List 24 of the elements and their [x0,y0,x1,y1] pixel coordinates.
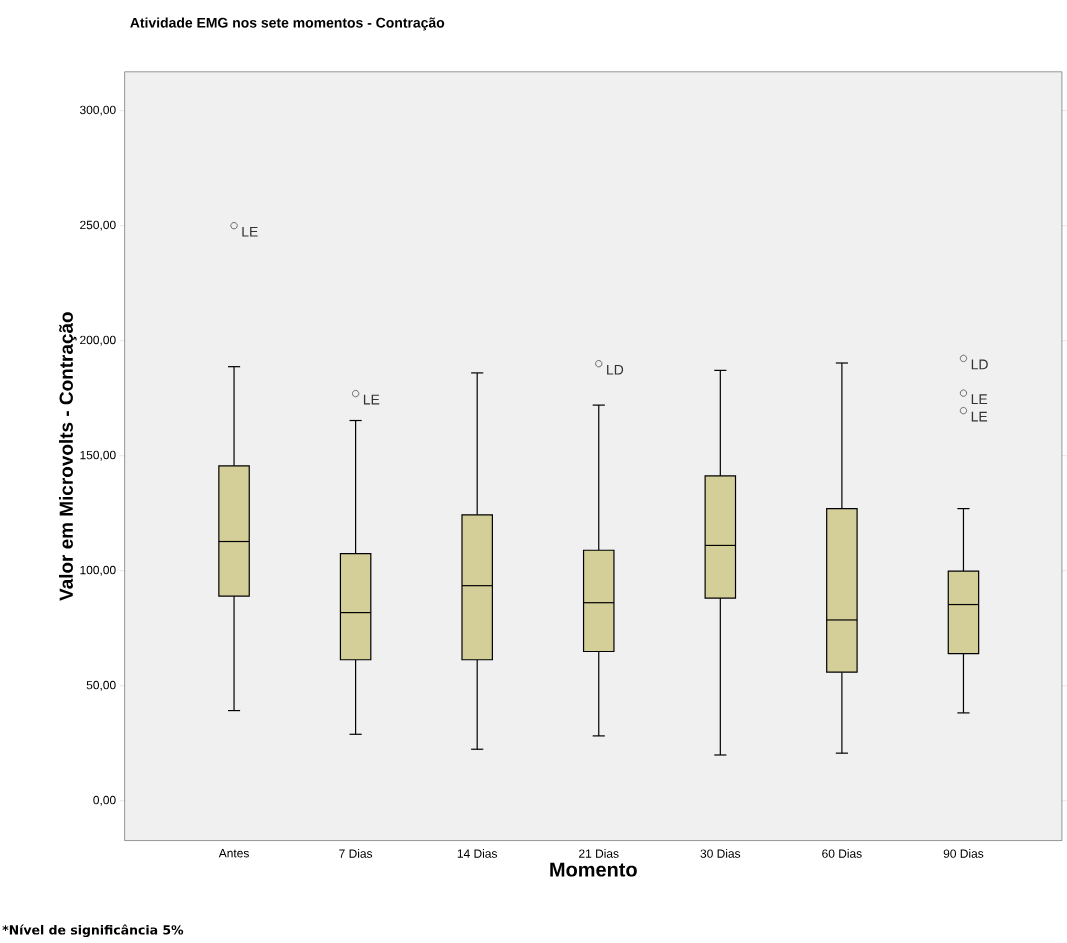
x-axis-title: Momento [550,862,637,877]
annotation: LE [363,394,380,405]
annotation: LD [971,359,988,370]
x-tick-label: Antes [218,848,249,858]
y-tick-label: 50,00 [86,680,116,691]
y-axis-title: Valor em Microvolts - Contração [59,312,77,601]
y-tick-label: 250,00 [80,220,116,231]
x-tick-label: 30 Dias [700,848,741,858]
x-tick-label: 60 Dias [822,848,862,858]
y-tick-label: 200,00 [80,335,116,346]
annotation: LE [242,226,258,237]
y-tick-label: 150,00 [80,450,116,461]
text: *Nível de significância 5% [2,924,184,937]
annotation: LE [971,394,988,404]
x-tick-label: 21 Dias [579,848,619,858]
y-tick-label: 300,00 [79,105,116,116]
y-tick-label: 100,00 [80,565,116,576]
annotation: LE [971,411,988,422]
x-tick-label: 7 Dias [339,848,373,858]
x-tick-label: 90 Dias [943,848,984,858]
y-tick-label: 0,00 [93,795,116,806]
annotation: LD [607,364,624,375]
x-tick-label: 14 Dias [457,848,498,858]
chart-title: Atividade EMG nos sete momentos - Contração [130,17,445,31]
